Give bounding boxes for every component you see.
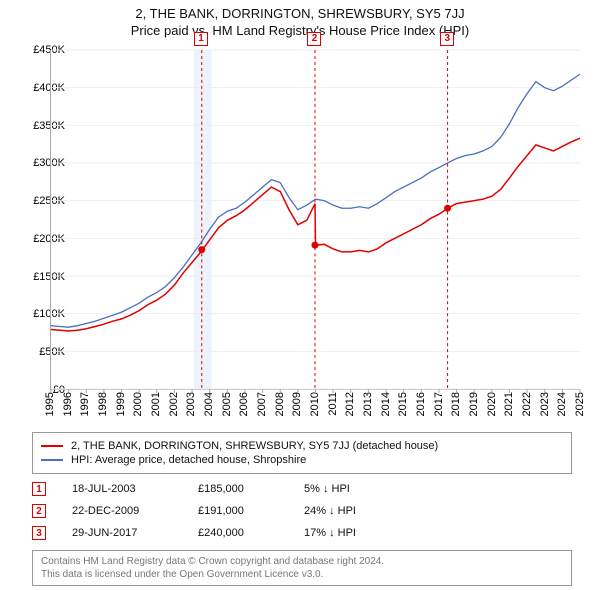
chart-titles: 2, THE BANK, DORRINGTON, SHREWSBURY, SY5… bbox=[0, 0, 600, 38]
x-tick-label: 2003 bbox=[185, 392, 197, 416]
sale-marker-box: 3 bbox=[440, 32, 454, 46]
plot-area bbox=[50, 50, 580, 390]
sale-diff: 24% ↓ HPI bbox=[304, 505, 414, 517]
x-tick-label: 1995 bbox=[44, 392, 56, 416]
x-tick-label: 1999 bbox=[115, 392, 127, 416]
footer-attribution: Contains HM Land Registry data © Crown c… bbox=[32, 550, 572, 586]
x-tick-label: 2002 bbox=[168, 392, 180, 416]
x-tick-label: 2000 bbox=[132, 392, 144, 416]
legend-swatch-red bbox=[41, 445, 63, 447]
legend-swatch-blue bbox=[41, 459, 63, 461]
sale-diff: 5% ↓ HPI bbox=[304, 483, 414, 495]
x-tick-label: 2014 bbox=[380, 392, 392, 416]
x-tick-label: 2015 bbox=[397, 392, 409, 416]
sales-table: 1 18-JUL-2003 £185,000 5% ↓ HPI 2 22-DEC-2009… bbox=[32, 478, 572, 544]
sale-row: 3 29-JUN-2017 £240,000 17% ↓ HPI bbox=[32, 522, 572, 544]
x-tick-label: 2017 bbox=[433, 392, 445, 416]
x-tick-label: 2004 bbox=[203, 392, 215, 416]
x-tick-label: 2023 bbox=[539, 392, 551, 416]
x-tick-label: 2010 bbox=[309, 392, 321, 416]
footer-line1: Contains HM Land Registry data © Crown c… bbox=[41, 555, 563, 568]
x-tick-label: 2005 bbox=[221, 392, 233, 416]
sale-date: 18-JUL-2003 bbox=[72, 483, 192, 495]
sale-date: 22-DEC-2009 bbox=[72, 505, 192, 517]
sale-marker-box: 3 bbox=[32, 526, 46, 540]
x-tick-label: 1998 bbox=[97, 392, 109, 416]
sale-marker-box: 2 bbox=[307, 32, 321, 46]
x-tick-label: 1996 bbox=[62, 392, 74, 416]
chart-title-line2: Price paid vs. HM Land Registry's House … bbox=[0, 23, 600, 38]
sale-price: £191,000 bbox=[198, 505, 298, 517]
x-tick-label: 2008 bbox=[274, 392, 286, 416]
legend-item: 2, THE BANK, DORRINGTON, SHREWSBURY, SY5… bbox=[41, 440, 563, 452]
sale-date: 29-JUN-2017 bbox=[72, 527, 192, 539]
sale-marker-box: 1 bbox=[32, 482, 46, 496]
x-tick-label: 2025 bbox=[574, 392, 586, 416]
sale-marker-box: 1 bbox=[194, 32, 208, 46]
x-tick-label: 2007 bbox=[256, 392, 268, 416]
x-tick-label: 2019 bbox=[468, 392, 480, 416]
x-tick-label: 2018 bbox=[450, 392, 462, 416]
sale-row: 1 18-JUL-2003 £185,000 5% ↓ HPI bbox=[32, 478, 572, 500]
x-tick-label: 1997 bbox=[79, 392, 91, 416]
x-tick-label: 2024 bbox=[556, 392, 568, 416]
x-tick-label: 2022 bbox=[521, 392, 533, 416]
x-tick-label: 2011 bbox=[327, 392, 339, 416]
legend-item: HPI: Average price, detached house, Shro… bbox=[41, 454, 563, 466]
sale-price: £185,000 bbox=[198, 483, 298, 495]
x-tick-label: 2013 bbox=[362, 392, 374, 416]
chart-title-line1: 2, THE BANK, DORRINGTON, SHREWSBURY, SY5… bbox=[0, 6, 600, 21]
legend: 2, THE BANK, DORRINGTON, SHREWSBURY, SY5… bbox=[32, 432, 572, 474]
sale-marker-box: 2 bbox=[32, 504, 46, 518]
x-tick-label: 2009 bbox=[291, 392, 303, 416]
chart-svg bbox=[51, 50, 580, 389]
sale-price: £240,000 bbox=[198, 527, 298, 539]
chart-container: 2, THE BANK, DORRINGTON, SHREWSBURY, SY5… bbox=[0, 0, 600, 590]
sale-diff: 17% ↓ HPI bbox=[304, 527, 414, 539]
legend-label: HPI: Average price, detached house, Shro… bbox=[71, 454, 306, 466]
footer-line2: This data is licensed under the Open Gov… bbox=[41, 568, 563, 581]
x-tick-label: 2016 bbox=[415, 392, 427, 416]
sale-row: 2 22-DEC-2009 £191,000 24% ↓ HPI bbox=[32, 500, 572, 522]
x-tick-label: 2012 bbox=[344, 392, 356, 416]
legend-label: 2, THE BANK, DORRINGTON, SHREWSBURY, SY5… bbox=[71, 440, 438, 452]
x-tick-label: 2006 bbox=[238, 392, 250, 416]
x-tick-label: 2020 bbox=[486, 392, 498, 416]
x-tick-label: 2021 bbox=[503, 392, 515, 416]
x-tick-label: 2001 bbox=[150, 392, 162, 416]
